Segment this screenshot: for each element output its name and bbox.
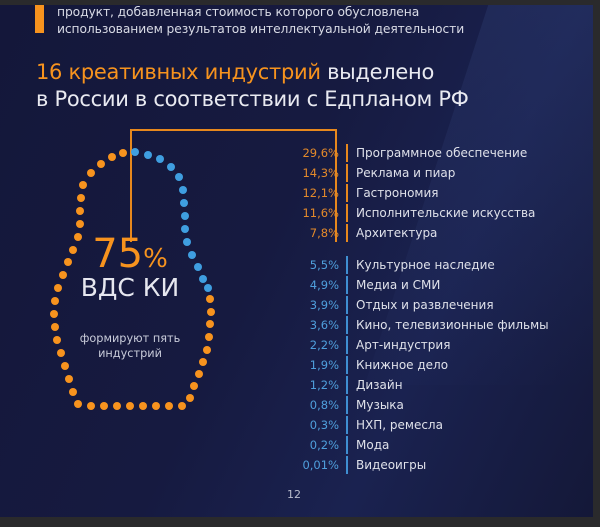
share-value: 11,6% [302, 206, 339, 220]
industry-label: Реклама и пиар [356, 166, 456, 180]
divider [346, 276, 348, 294]
industry-label: Исполнительские искусства [356, 206, 536, 220]
divider [346, 224, 348, 242]
big-unit: % [143, 244, 168, 274]
divider [346, 456, 348, 474]
list-item: 0,01% Видеоигры [290, 455, 549, 475]
list-item: 2,2% Арт-индустрия [290, 335, 549, 355]
industry-label: Архитектура [356, 226, 438, 240]
caption-line-1: формируют пять [79, 332, 181, 345]
divider [346, 184, 348, 202]
industry-label: Музыка [356, 398, 404, 412]
list-item: 11,6% Исполнительские искусства [290, 203, 535, 223]
big-number: 75 [92, 231, 144, 277]
divider [346, 256, 348, 274]
share-value: 1,2% [309, 378, 339, 392]
list-item: 4,9% Медиа и СМИ [290, 275, 549, 295]
metric-label: ВДС КИ [80, 273, 180, 302]
list-item: 5,5% Культурное наследие [290, 255, 549, 275]
intro-line-1: продукт, добавленная стоимость которого … [57, 5, 420, 19]
share-value: 4,9% [309, 278, 339, 292]
industry-label: Кино, телевизионные фильмы [356, 318, 549, 332]
divider [346, 376, 348, 394]
slide: продукт, добавленная стоимость которого … [0, 5, 593, 517]
headline-line-2: в России в соответствии с Едпланом РФ [36, 87, 469, 111]
list-item: 3,6% Кино, телевизионные фильмы [290, 315, 549, 335]
list-item: 29,6% Программное обеспечение [290, 143, 535, 163]
headline: 16 креативных индустрий выделено в Росси… [36, 59, 469, 113]
divider [346, 144, 348, 162]
list-item: 12,1% Гастрономия [290, 183, 535, 203]
list-item: 1,9% Книжное дело [290, 355, 549, 375]
industry-label: Видеоигры [356, 458, 427, 472]
page-number: 12 [287, 488, 301, 501]
industry-label: Дизайн [356, 378, 403, 392]
industry-label: Программное обеспечение [356, 146, 528, 160]
list-item: 1,2% Дизайн [290, 375, 549, 395]
share-value: 5,5% [309, 258, 339, 272]
industry-label: Отдых и развлечения [356, 298, 494, 312]
share-value: 0,2% [309, 438, 339, 452]
accent-bar [35, 5, 44, 33]
share-value: 12,1% [302, 186, 339, 200]
divider [346, 416, 348, 434]
share-value: 0,8% [309, 398, 339, 412]
share-value: 29,6% [302, 146, 339, 160]
share-value: 7,8% [309, 226, 339, 240]
blob-dots-orange [50, 149, 215, 410]
big-percent: 75% [60, 231, 200, 282]
industry-label: Мода [356, 438, 390, 452]
list-item: 14,3% Реклама и пиар [290, 163, 535, 183]
headline-highlight: 16 креативных индустрий [36, 60, 321, 84]
share-value: 0,01% [302, 458, 339, 472]
share-value: 3,6% [309, 318, 339, 332]
list-item: 0,2% Мода [290, 435, 549, 455]
industry-label: Гастрономия [356, 186, 439, 200]
industry-label: Книжное дело [356, 358, 449, 372]
divider [346, 436, 348, 454]
divider [346, 204, 348, 222]
divider [346, 296, 348, 314]
divider [346, 396, 348, 414]
divider [346, 316, 348, 334]
other-industries-list: 5,5% Культурное наследие 4,9% Медиа и СМИ … [290, 255, 549, 475]
share-value: 2,2% [309, 338, 339, 352]
industry-label: Арт-индустрия [356, 338, 451, 352]
callout-caption: формируют пять индустрий [60, 331, 200, 361]
intro-line-2: использованием результатов интеллектуаль… [57, 22, 465, 36]
divider [346, 336, 348, 354]
industry-label: Медиа и СМИ [356, 278, 441, 292]
list-item: 7,8% Архитектура [290, 223, 535, 243]
top-industries-list: 29,6% Программное обеспечение 14,3% Реклам… [290, 143, 535, 243]
caption-line-2: индустрий [98, 347, 162, 360]
list-item: 0,8% Музыка [290, 395, 549, 415]
list-item: 0,3% НХП, ремесла [290, 415, 549, 435]
intro-text: продукт, добавленная стоимость которого … [57, 5, 464, 38]
blob-dots-blue [131, 148, 212, 292]
divider [346, 164, 348, 182]
industry-label: Культурное наследие [356, 258, 495, 272]
dotted-blob-shape [50, 148, 215, 410]
headline-rest: выделено [320, 60, 434, 84]
share-value: 1,9% [309, 358, 339, 372]
industry-label: НХП, ремесла [356, 418, 443, 432]
list-item: 3,9% Отдых и развлечения [290, 295, 549, 315]
divider [346, 356, 348, 374]
share-value: 14,3% [302, 166, 339, 180]
share-value: 3,9% [309, 298, 339, 312]
connector-bracket [130, 129, 337, 242]
share-value: 0,3% [309, 418, 339, 432]
